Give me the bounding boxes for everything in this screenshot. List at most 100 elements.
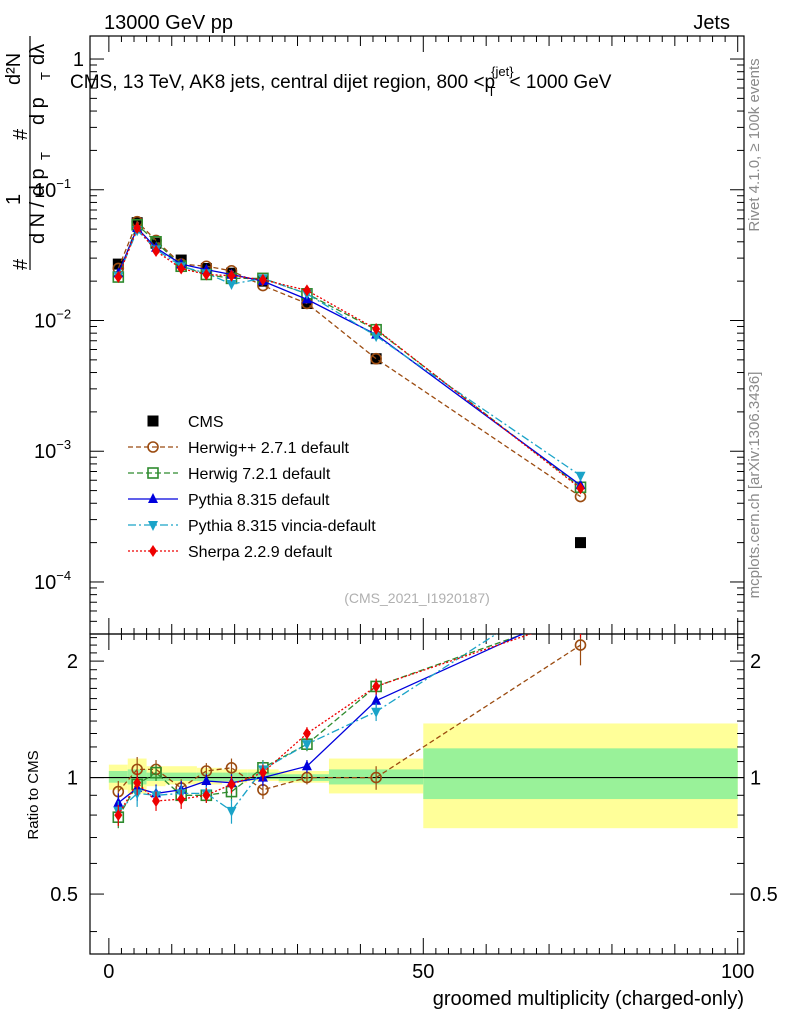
- y-title-dpt: d p: [27, 97, 49, 125]
- data-point: [177, 262, 186, 275]
- ratio-data-point: [577, 611, 585, 623]
- series-line: [117, 223, 581, 488]
- main-y-tick-exponent: −1: [56, 176, 71, 191]
- main-y-tick-label: 10−2: [34, 306, 71, 332]
- series-line: [117, 229, 581, 477]
- ratio-series-line: [117, 634, 525, 804]
- y-title-dlambda: dλ: [27, 44, 49, 65]
- data-point: [258, 273, 267, 286]
- main-y-tick-label: 1: [73, 49, 84, 71]
- series-herwig-2-7-1-default: [112, 215, 587, 503]
- ratio-y-tick-label-right: 2: [750, 651, 761, 673]
- legend-item-pythia-8-315-default: Pythia 8.315 default: [128, 492, 330, 509]
- y-title-t-sub: T: [38, 152, 53, 160]
- main-y-tick-label: 10−1: [34, 176, 71, 202]
- main-y-tick-exponent: −3: [56, 437, 71, 452]
- ratio-data-point: [227, 778, 236, 791]
- data-point: [202, 268, 211, 281]
- series-line: [117, 226, 581, 489]
- data-point: [152, 245, 161, 258]
- ratio-data-point: [576, 576, 586, 586]
- ratio-band-stat: [423, 748, 738, 800]
- y-title-dn: d N / d p: [27, 168, 49, 244]
- ratio-band-stat: [222, 772, 248, 781]
- ratio-clipped-group: [112, 576, 587, 829]
- ratio-data-point: [370, 771, 382, 784]
- series-line: [117, 220, 581, 498]
- data-point: [226, 280, 237, 291]
- title-post: < 1000 GeV: [510, 72, 612, 93]
- ratio-series-line: [117, 634, 498, 812]
- ratio-data-point: [371, 694, 382, 705]
- series-line: [117, 226, 581, 486]
- y-title-d2n: d²N: [3, 53, 25, 85]
- legend-marker: [147, 467, 159, 479]
- ratio-uncertainty-bands: [90, 723, 744, 829]
- title-pre: CMS, 13 TeV, AK8 jets, central dijet reg…: [70, 72, 495, 93]
- ratio-panel-frame: [89, 633, 745, 955]
- legend-marker: [148, 521, 158, 531]
- x-tick-label: 0: [103, 961, 114, 983]
- legend-marker: [147, 415, 159, 427]
- ratio-data-point: [133, 776, 142, 789]
- main-axis-ticks: 110−110−210−310−4: [34, 36, 744, 635]
- legend-item-sherpa-2-2-9-default: Sherpa 2.2.9 default: [128, 544, 333, 561]
- ratio-y-axis-title: Ratio to CMS: [25, 750, 42, 839]
- ratio-data-point: [574, 639, 587, 651]
- ratio-data-point: [114, 809, 123, 822]
- ratio-data-point: [226, 806, 237, 817]
- ratio-series-layer: [112, 576, 587, 829]
- data-point: [227, 269, 236, 282]
- ratio-y-tick-label-right: 1: [750, 768, 761, 790]
- ratio-data-point: [152, 794, 161, 807]
- x-tick-label: 100: [721, 961, 754, 983]
- data-point: [371, 332, 382, 343]
- y-title-hash-2: #: [10, 128, 32, 140]
- header-energy: 13000 GeV pp: [104, 12, 233, 34]
- ratio-data-point: [301, 740, 312, 751]
- main-y-tick-base: 10: [34, 441, 56, 463]
- data-point: [576, 482, 585, 495]
- data-point: [370, 353, 382, 365]
- y-title-one: 1: [3, 194, 25, 205]
- data-point: [302, 284, 311, 297]
- legend-label: Pythia 8.315 default: [188, 492, 330, 509]
- data-point: [370, 352, 382, 365]
- data-point: [575, 471, 586, 482]
- ratio-data-point: [301, 760, 312, 771]
- main-y-tick-base: 10: [34, 572, 56, 594]
- main-y-tick-base: 10: [34, 310, 56, 332]
- ratio-band-stat: [196, 772, 223, 781]
- title-sub: T: [488, 84, 496, 99]
- ratio-data-point: [372, 680, 381, 693]
- main-y-tick-base: 10: [34, 180, 56, 202]
- ratio-y-tick-label: 0.5: [50, 884, 78, 906]
- ratio-band-stat: [165, 772, 197, 781]
- ratio-series-line: [117, 634, 526, 818]
- data-point: [575, 537, 586, 549]
- ratio-data-point: [177, 793, 186, 806]
- legend-label: Herwig++ 2.7.1 default: [188, 440, 350, 457]
- header-category: Jets: [693, 12, 730, 34]
- data-point: [114, 271, 123, 284]
- series-pythia-8-315-vincia-default: [113, 226, 586, 482]
- legend-item-herwig-7-2-1-default: Herwig 7.2.1 default: [128, 466, 331, 483]
- data-point: [133, 221, 142, 234]
- series-sherpa-2-2-9-default: [114, 221, 585, 495]
- legend-item-herwig-2-7-1-default: Herwig++ 2.7.1 default: [128, 440, 350, 457]
- legend-label: Sherpa 2.2.9 default: [188, 544, 333, 561]
- legend-label: Herwig 7.2.1 default: [188, 466, 331, 483]
- y-title-t-sub-2: T: [38, 72, 53, 80]
- legend: CMS Herwig++ 2.7.1 default Herwig 7.2.1 de…: [128, 414, 376, 561]
- legend-marker: [149, 545, 157, 557]
- legend-item-cms: CMS: [147, 414, 224, 431]
- main-panel-title: CMS, 13 TeV, AK8 jets, central dijet reg…: [70, 64, 612, 99]
- ratio-axis-ticks: 0.5 0.5 1 1 2 2 0 50 100: [50, 634, 778, 983]
- mcplots-citation-label: mcplots.cern.ch [arXiv:1306.3436]: [746, 372, 763, 599]
- legend-item-pythia-8-315-vincia-default: Pythia 8.315 vincia-default: [128, 518, 376, 535]
- ratio-data-point: [201, 774, 212, 785]
- ratio-series-sherpa-2-2-9-default: [114, 611, 585, 826]
- ratio-data-point: [225, 761, 238, 774]
- legend-marker: [147, 441, 159, 453]
